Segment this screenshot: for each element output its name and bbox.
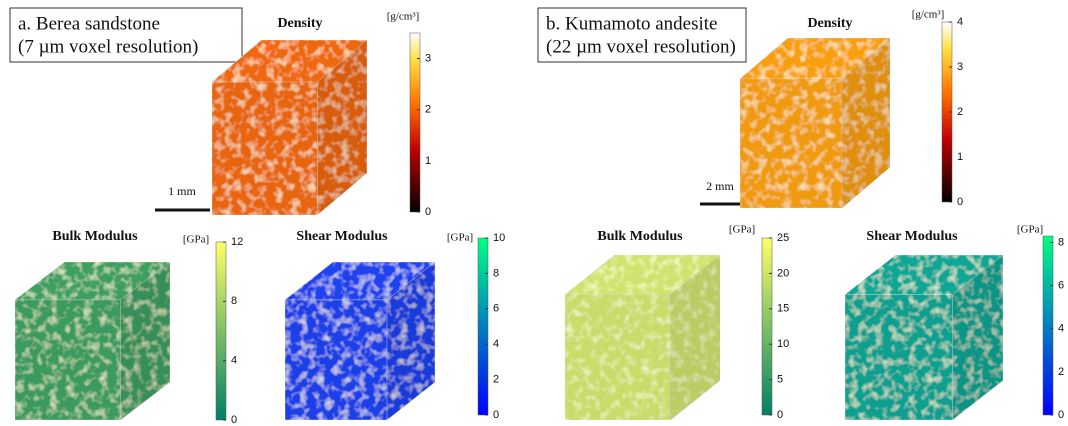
colorbar (478, 238, 488, 415)
colorbar-tick-label: 5 (777, 374, 783, 386)
colorbar (410, 33, 420, 212)
cube-face (15, 300, 120, 420)
colorbar-tick-label: 2 (493, 374, 499, 386)
colorbar-tick-label: 1 (957, 151, 963, 163)
panel-title: b. Kumamoto andesite (546, 13, 718, 34)
colorbar-tick-label: 6 (1058, 280, 1064, 292)
map-title: Shear Modulus (866, 229, 958, 244)
colorbar-tick-label: 0 (777, 409, 783, 421)
colorbar-tick-label: 2 (1058, 366, 1064, 378)
colorbar-tick-label: 0 (957, 196, 963, 208)
colorbar-unit: [GPa] (1017, 224, 1043, 236)
cube-face (212, 82, 317, 215)
map-title: Shear Modulus (296, 229, 388, 244)
colorbar (216, 242, 226, 420)
colorbar-tick-label: 12 (231, 236, 243, 248)
panel-title: (7 µm voxel resolution) (18, 36, 198, 57)
colorbar-unit: [GPa] (729, 224, 755, 236)
colorbar-tick-label: 4 (1058, 323, 1064, 335)
colorbar-tick-label: 0 (1058, 409, 1064, 421)
cube-face (740, 79, 842, 208)
colorbar-tick-label: 3 (957, 61, 963, 73)
colorbar-tick-label: 20 (777, 267, 789, 279)
colorbar-tick-label: 4 (231, 355, 237, 367)
cube-face (285, 300, 387, 420)
colorbar-tick-label: 4 (957, 16, 963, 28)
map-title: Bulk Modulus (52, 229, 138, 244)
colorbar-unit: [GPa] (183, 234, 209, 246)
colorbar-unit: [g/cm³] (912, 9, 945, 21)
colorbar-tick-label: 2 (425, 104, 431, 116)
colorbar-tick-label: 0 (425, 206, 431, 218)
panel-title: a. Berea sandstone (18, 13, 160, 34)
colorbar-tick-label: 8 (1058, 236, 1064, 248)
colorbar-tick-label: 8 (493, 267, 499, 279)
scale-bar-label: 1 mm (168, 184, 196, 198)
figure: a. Berea sandstone(7 µm voxel resolution… (0, 0, 1068, 426)
colorbar-tick-label: 3 (425, 52, 431, 64)
colorbar-unit: [GPa] (447, 232, 473, 244)
scale-bar-label: 2 mm (706, 179, 734, 193)
colorbar-tick-label: 0 (493, 409, 499, 421)
colorbar-unit: [g/cm³] (387, 11, 420, 23)
map-title: Density (277, 16, 322, 31)
colorbar (1043, 236, 1053, 415)
colorbar-tick-label: 10 (777, 338, 789, 350)
map-title: Bulk Modulus (597, 229, 683, 244)
map-title: Density (807, 16, 852, 31)
colorbar-tick-label: 2 (957, 106, 963, 118)
cube-face (565, 295, 670, 420)
panel-title: (22 µm voxel resolution) (546, 36, 736, 57)
colorbar-tick-label: 8 (231, 295, 237, 307)
colorbar-tick-label: 4 (493, 338, 499, 350)
colorbar-tick-label: 6 (493, 303, 499, 315)
colorbar (762, 238, 772, 415)
colorbar-tick-label: 25 (777, 232, 789, 244)
colorbar-tick-label: 0 (231, 414, 237, 426)
colorbar-tick-label: 15 (777, 303, 789, 315)
cube-face (845, 295, 952, 420)
colorbar-tick-label: 1 (425, 155, 431, 167)
colorbar-tick-label: 10 (493, 232, 505, 244)
